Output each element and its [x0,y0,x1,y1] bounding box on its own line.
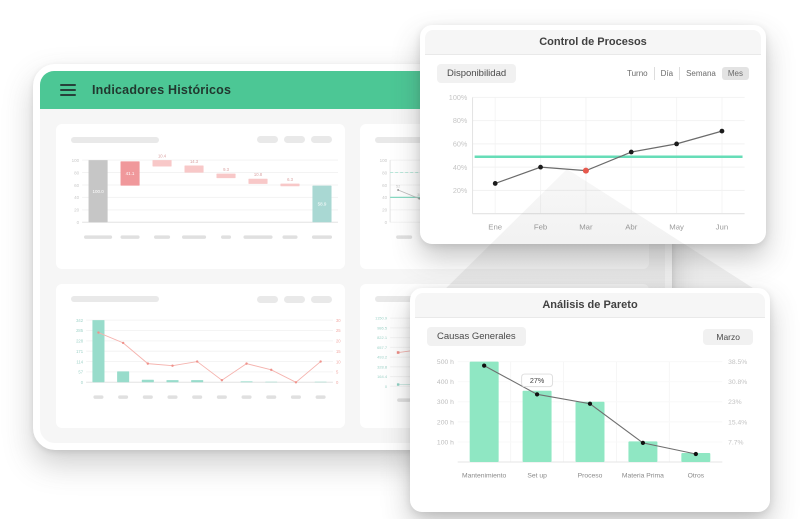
svg-text:Feb: Feb [534,222,547,231]
svg-text:9.3: 9.3 [223,167,230,172]
svg-text:6.3: 6.3 [287,177,294,182]
svg-text:20: 20 [74,208,80,213]
page-title: Indicadores Históricos [92,83,232,97]
filter-option-mes[interactable]: Mes [721,67,749,80]
svg-text:300 h: 300 h [437,399,454,406]
svg-text:10: 10 [336,359,341,364]
svg-text:100.0: 100.0 [92,189,104,194]
skeleton-card-title [71,136,159,143]
pareto-panel-title: Análisis de Pareto [542,299,638,311]
filter-option-dia[interactable]: Día [653,67,679,80]
svg-text:5: 5 [336,369,339,374]
control-panel-header: Control de Procesos [425,30,761,55]
svg-text:100 h: 100 h [437,439,454,446]
svg-text:Mar: Mar [579,222,593,231]
skeleton-legend-pills [257,136,332,143]
svg-text:40: 40 [382,195,388,200]
svg-text:500 h: 500 h [437,359,454,366]
svg-text:41.1: 41.1 [126,171,135,176]
svg-text:986.5: 986.5 [377,325,388,330]
svg-text:228: 228 [76,338,84,343]
svg-text:27%: 27% [530,376,545,385]
svg-text:80: 80 [382,170,388,175]
svg-text:0: 0 [336,380,339,385]
control-procesos-panel: Control de Procesos Disponibilidad Turno… [420,25,766,244]
svg-text:20%: 20% [453,186,468,195]
svg-text:Materia Prima: Materia Prima [622,472,664,479]
svg-text:80%: 80% [453,116,468,125]
svg-text:57: 57 [78,369,83,374]
svg-text:200 h: 200 h [437,419,454,426]
disponibilidad-chip[interactable]: Disponibilidad [437,64,517,83]
control-panel-title: Control de Procesos [539,36,647,48]
svg-text:80: 80 [74,170,80,175]
causas-generales-chip[interactable]: Causas Generales [427,327,526,346]
svg-text:171: 171 [76,348,84,353]
svg-text:164.4: 164.4 [377,374,388,379]
svg-text:23%: 23% [728,399,742,406]
filter-option-turno[interactable]: Turno [627,69,648,78]
menu-icon[interactable] [60,83,76,97]
svg-text:15: 15 [336,348,341,353]
svg-text:400 h: 400 h [437,379,454,386]
svg-text:342: 342 [76,317,84,322]
period-dropdown[interactable]: Marzo [703,328,753,345]
svg-text:60: 60 [74,183,80,188]
svg-text:10.8: 10.8 [254,172,263,177]
svg-text:1150.9: 1150.9 [375,315,388,320]
skeleton-card-title [71,296,159,302]
skeleton-card-title [375,136,463,143]
svg-text:100%: 100% [449,93,468,102]
analisis-pareto-panel: Análisis de Pareto Causas Generales Marz… [410,288,770,512]
svg-text:Abr: Abr [625,222,637,231]
svg-text:10.4: 10.4 [158,154,167,159]
waterfall-chart: 100 80 60 40 20 0 100.0 41.1 10.4 14.3 9.3 10.8 6.3 5… [56,150,345,269]
svg-text:58.9: 58.9 [318,202,327,207]
svg-text:0: 0 [385,220,388,225]
svg-text:60%: 60% [453,140,468,149]
svg-text:20: 20 [382,208,388,213]
svg-text:38.5%: 38.5% [728,359,747,366]
svg-text:30.8%: 30.8% [728,379,747,386]
svg-text:822.1: 822.1 [377,335,388,340]
pareto-panel-header: Análisis de Pareto [415,293,765,318]
card-waterfall: 100 80 60 40 20 0 100.0 41.1 10.4 14.3 9.3 10.8 6.3 5… [56,124,345,269]
svg-text:657.7: 657.7 [377,344,388,349]
svg-text:14.3: 14.3 [190,159,199,164]
disponibilidad-chart: 100% 80% 60% 40% 20% Ene Feb Mar Abr May Jun [425,85,761,243]
svg-text:100: 100 [72,158,80,163]
svg-text:30: 30 [336,317,341,322]
card-mini-pareto: 342 285 228 171 114 57 0 30 25 20 15 10 5 0 [56,283,345,429]
svg-text:20: 20 [336,338,341,343]
svg-text:Proceso: Proceso [578,472,603,479]
svg-text:285: 285 [76,328,84,333]
svg-text:493.2: 493.2 [377,354,388,359]
svg-text:15.4%: 15.4% [728,419,747,426]
svg-text:40: 40 [74,195,80,200]
svg-text:40%: 40% [453,163,468,172]
filter-option-semana[interactable]: Semana [679,67,722,80]
svg-text:7.7%: 7.7% [728,439,743,446]
svg-text:May: May [669,222,684,231]
skeleton-legend-pills [257,295,332,303]
svg-text:Jun: Jun [716,222,729,231]
svg-text:Mantenimiento: Mantenimiento [462,472,507,479]
svg-text:Ene: Ene [488,222,502,231]
svg-text:Set up: Set up [527,472,547,479]
pareto-chart: 500 h 38.5% 400 h 30.8% 300 h 23% 200 h 15.4% 10… [415,348,765,491]
svg-text:0: 0 [385,383,388,388]
svg-text:25: 25 [336,328,341,333]
svg-text:60: 60 [382,183,388,188]
svg-text:114: 114 [76,359,83,364]
time-filter-group: Turno Día Semana Mes [621,67,749,80]
mini-pareto-chart: 342 285 228 171 114 57 0 30 25 20 15 10 5 0 [56,310,345,429]
svg-text:52: 52 [396,185,400,189]
svg-text:0: 0 [81,380,84,385]
svg-text:328.8: 328.8 [377,364,388,369]
svg-text:Otros: Otros [688,472,705,479]
svg-text:38: 38 [417,193,421,197]
svg-text:100: 100 [380,158,388,163]
svg-text:0: 0 [77,220,80,225]
